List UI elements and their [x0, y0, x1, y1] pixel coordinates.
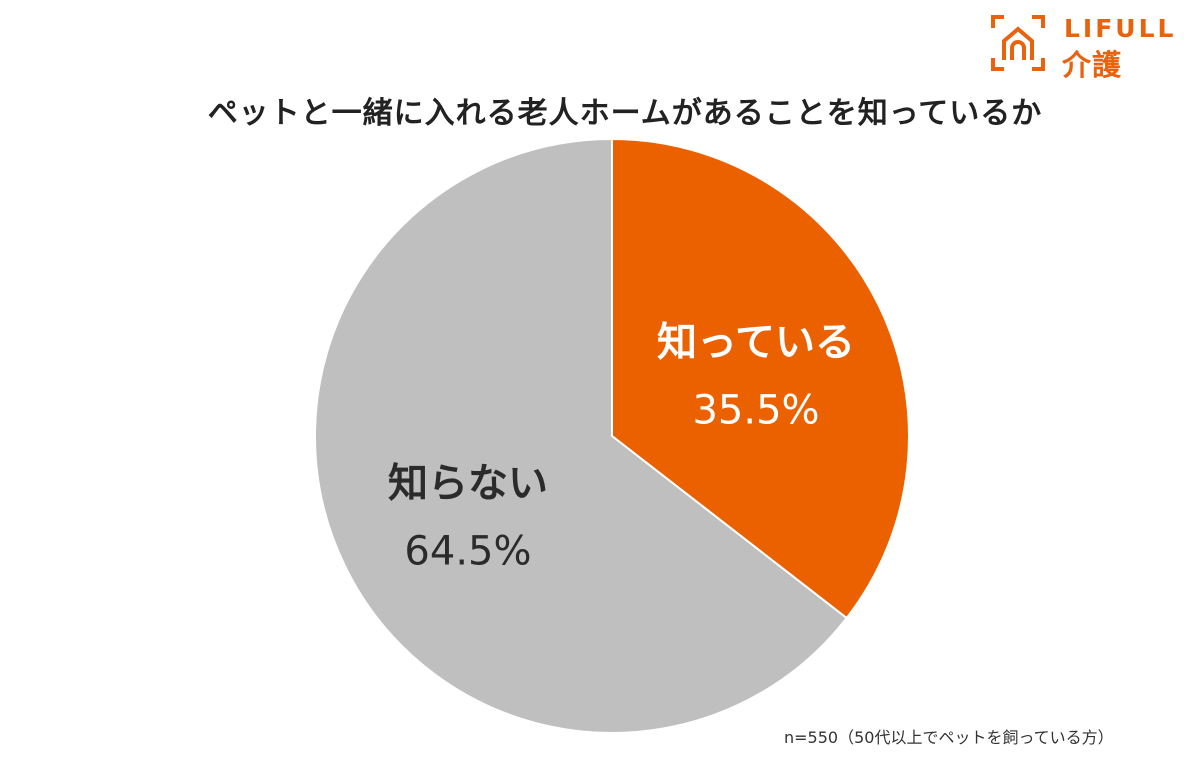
lifull-kaigo-logo: LIFULL 介護 — [990, 14, 1180, 82]
logo-text-lifull: LIFULL — [1064, 14, 1177, 43]
pie-slice-1 — [611, 137, 910, 620]
house-bracket-icon — [991, 15, 1045, 71]
sample-size-note: n=550（50代以上でペットを飼っている方） — [784, 728, 1114, 747]
slice-label-1: 知っている — [657, 319, 855, 365]
slice-label-2: 知らない — [388, 461, 548, 507]
pie-slice-2 — [314, 137, 849, 734]
slice-value-label-1: 35.5% — [692, 387, 819, 433]
slice-value-label-2: 64.5% — [404, 529, 531, 575]
chart-title: ペットと一緒に入れる老人ホームがあることを知っているか — [207, 96, 1043, 131]
logo-text-kaigo: 介護 — [1062, 48, 1123, 82]
